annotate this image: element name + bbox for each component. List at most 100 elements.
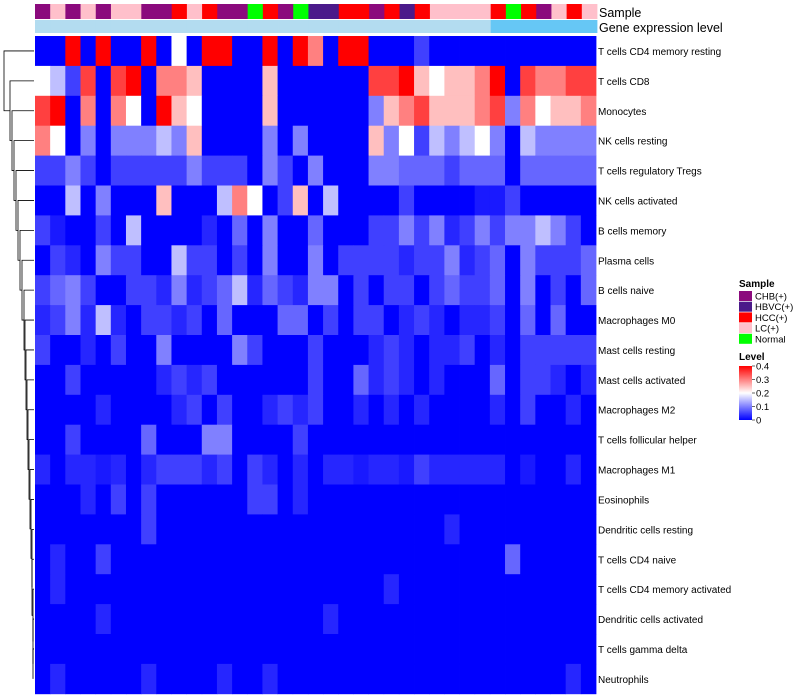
- heatmap-cell: [323, 275, 339, 306]
- heatmap-cell: [80, 364, 97, 396]
- heatmap-cell: [277, 394, 294, 426]
- expression-annotation-cell: [110, 20, 127, 33]
- row-label: Dendritic cells activated: [598, 615, 703, 626]
- heatmap-cell: [80, 424, 97, 455]
- heatmap-cell: [80, 125, 97, 156]
- heatmap-cell: [201, 364, 218, 396]
- heatmap-cell: [50, 364, 66, 396]
- heatmap-cell: [429, 364, 445, 396]
- expression-annotation-cell: [202, 20, 218, 33]
- heatmap-cell: [535, 364, 551, 396]
- heatmap-cell: [550, 95, 567, 127]
- heatmap-cell: [535, 663, 551, 695]
- heatmap-cell: [414, 364, 430, 396]
- sample-annotation-cell: [186, 4, 203, 19]
- heatmap-cell: [414, 155, 430, 186]
- heatmap-cell: [216, 185, 233, 216]
- heatmap-cell: [338, 125, 354, 156]
- sample-annotation-cell: [141, 4, 157, 19]
- heatmap-cell: [429, 275, 445, 306]
- heatmap-cell: [444, 394, 460, 426]
- heatmap-cell: [292, 663, 309, 695]
- heatmap-cell: [35, 514, 51, 545]
- heatmap-cell: [292, 125, 309, 156]
- heatmap-cell: [156, 185, 172, 216]
- heatmap-cell: [353, 275, 369, 306]
- heatmap-cell: [277, 335, 294, 366]
- heatmap-cell: [535, 335, 551, 366]
- heatmap-cell: [35, 454, 51, 485]
- heatmap-cell: [201, 514, 218, 545]
- heatmap-cell: [156, 155, 172, 186]
- heatmap-cell: [535, 65, 551, 97]
- heatmap-cell: [156, 454, 172, 485]
- heatmap-cell: [505, 514, 521, 545]
- heatmap-cell: [186, 424, 203, 455]
- heatmap-cell: [505, 95, 521, 127]
- heatmap-cell: [216, 95, 233, 127]
- heatmap-cell: [262, 155, 278, 186]
- heatmap-cell: [383, 634, 400, 665]
- heatmap-cell: [232, 634, 248, 665]
- heatmap-cell: [535, 574, 551, 605]
- heatmap-cell: [125, 364, 142, 396]
- row-label: T cells gamma delta: [598, 645, 688, 656]
- heatmap-cell: [186, 544, 203, 575]
- heatmap-cell: [489, 215, 506, 246]
- heatmap-cell: [489, 65, 506, 97]
- heatmap-cell: [444, 574, 460, 605]
- heatmap-cell: [565, 484, 582, 515]
- heatmap-cell: [141, 454, 157, 485]
- heatmap-cell: [292, 454, 309, 485]
- heatmap-cell: [535, 394, 551, 426]
- heatmap-cell: [186, 36, 203, 67]
- heatmap-cell: [474, 185, 491, 216]
- heatmap-cell: [444, 125, 460, 156]
- heatmap-cell: [459, 574, 476, 605]
- heatmap-cell: [156, 544, 172, 575]
- heatmap-cell: [429, 125, 445, 156]
- heatmap-cell: [95, 454, 112, 485]
- heatmap-cell: [247, 305, 263, 336]
- heatmap-cell: [247, 454, 263, 485]
- heatmap-cell: [474, 335, 491, 366]
- heatmap-cell: [459, 424, 476, 455]
- heatmap-cell: [383, 424, 400, 455]
- heatmap-cell: [520, 335, 536, 366]
- heatmap-cell: [489, 335, 506, 366]
- heatmap-cell: [353, 604, 369, 635]
- heatmap-cell: [95, 424, 112, 455]
- heatmap-cell: [186, 335, 203, 366]
- heatmap-cell: [201, 155, 218, 186]
- heatmap-cell: [338, 424, 354, 455]
- heatmap-cell: [338, 663, 354, 695]
- heatmap-cell: [216, 484, 233, 515]
- heatmap-cell: [353, 574, 369, 605]
- heatmap-cell: [171, 125, 188, 156]
- heatmap-cell: [292, 305, 309, 336]
- heatmap-cell: [307, 454, 324, 485]
- heatmap-cell: [474, 65, 491, 97]
- heatmap-cell: [95, 484, 112, 515]
- heatmap-cell: [489, 484, 506, 515]
- heatmap-cell: [125, 65, 142, 97]
- level-legend: Level 0 0.1 0.2 0.3 0.4: [739, 352, 769, 427]
- heatmap-cell: [353, 245, 369, 276]
- heatmap-cell: [232, 95, 248, 127]
- heatmap-cell: [156, 245, 172, 276]
- heatmap-cell: [35, 394, 51, 426]
- heatmap-cell: [338, 454, 354, 485]
- heatmap-cell: [565, 95, 582, 127]
- heatmap-cell: [550, 484, 567, 515]
- heatmap-cell: [474, 275, 491, 306]
- heatmap-cell: [216, 36, 233, 67]
- heatmap-cell: [565, 634, 582, 665]
- expression-annotation-cell: [171, 20, 188, 33]
- heatmap-cell: [338, 305, 354, 336]
- heatmap-cell: [125, 305, 142, 336]
- heatmap-cell: [520, 125, 536, 156]
- expression-annotation-cell: [217, 20, 233, 33]
- expression-annotation-cell: [308, 20, 324, 33]
- heatmap-cell: [550, 544, 567, 575]
- heatmap-cell: [110, 245, 127, 276]
